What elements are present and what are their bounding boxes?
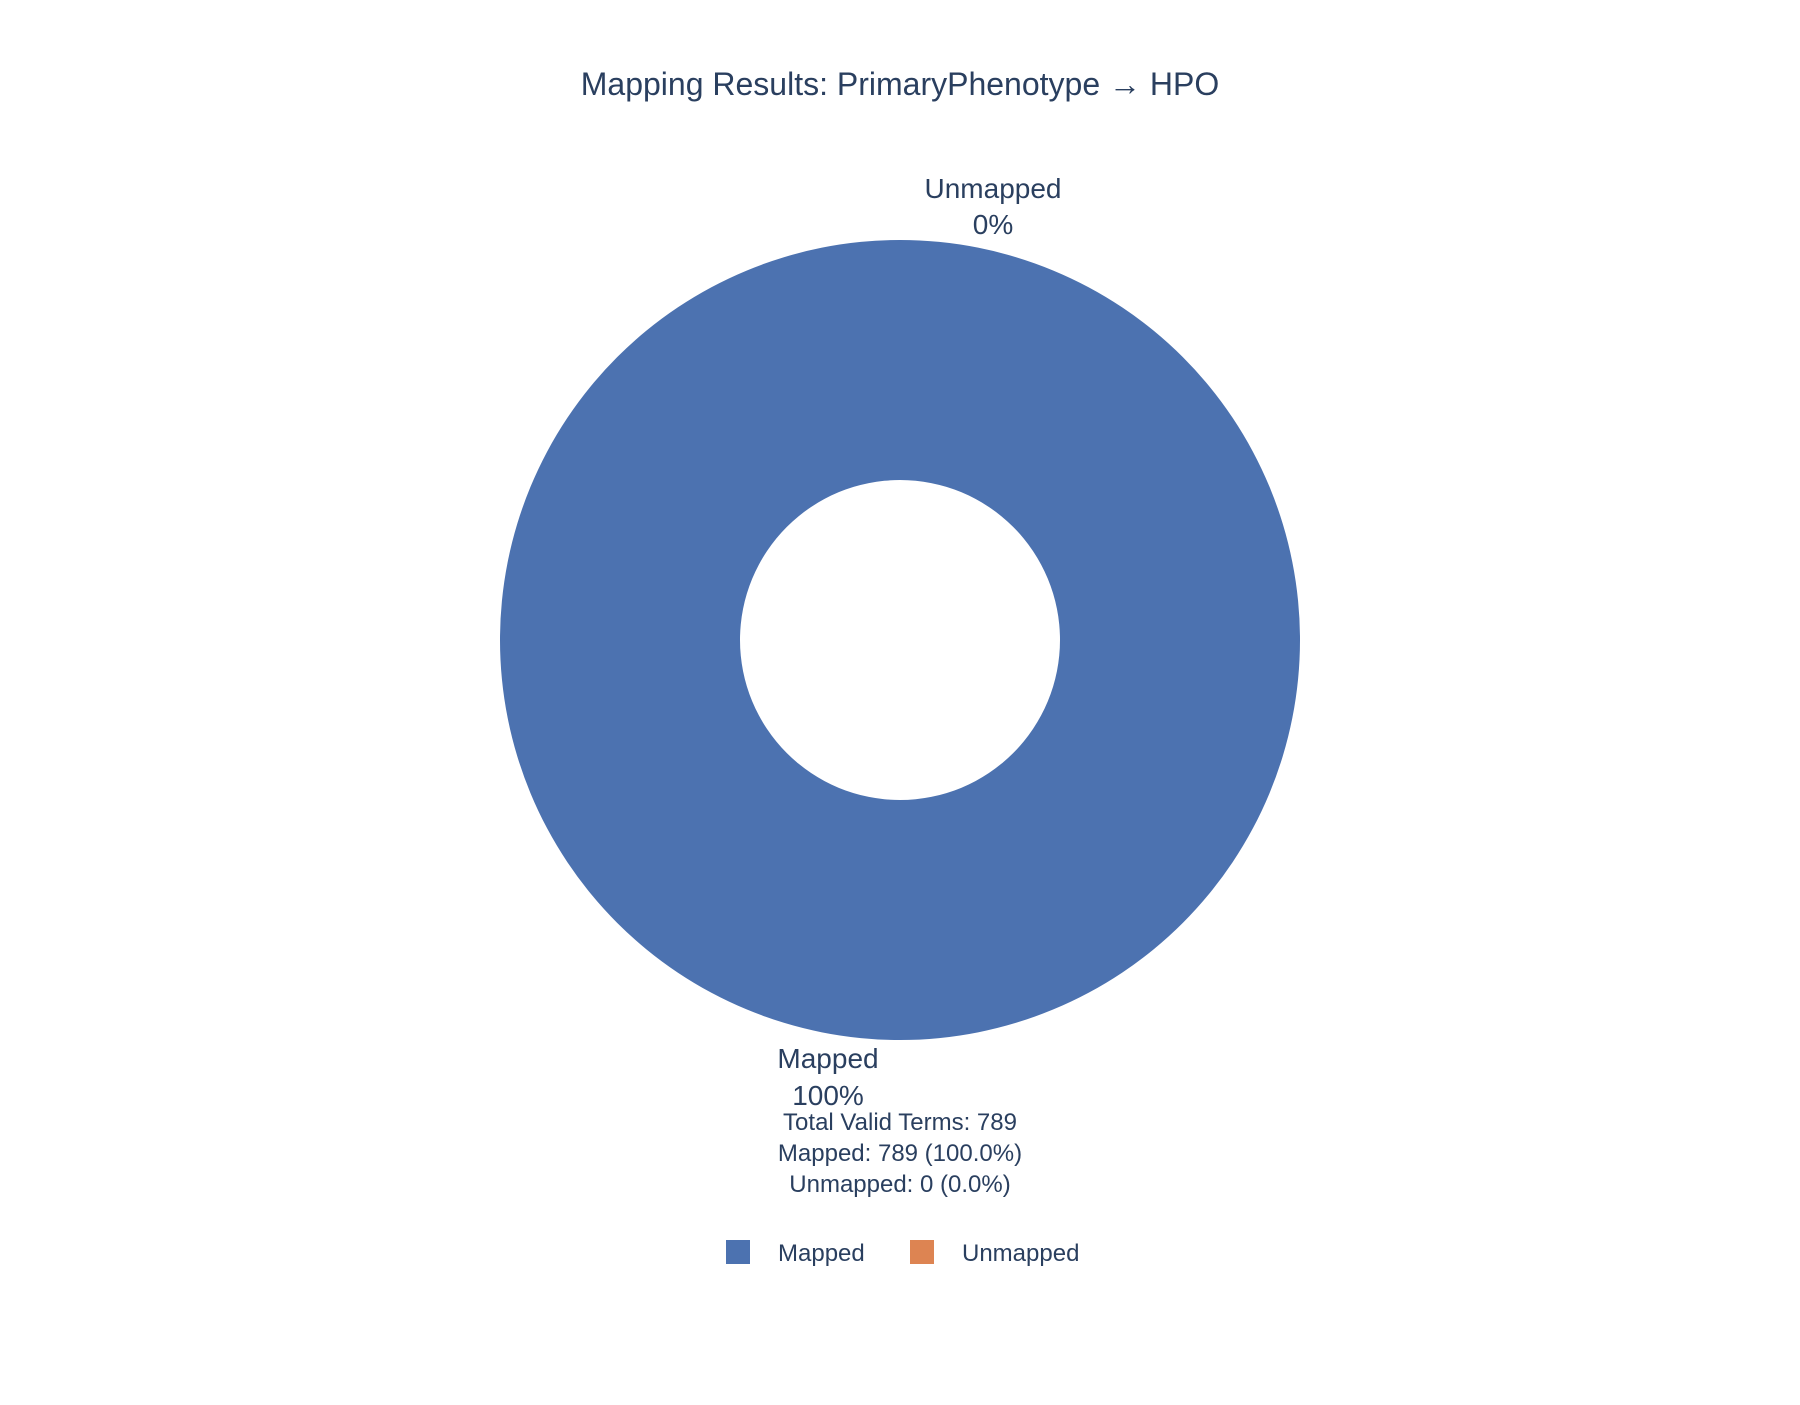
slice-label-unmapped: Unmapped — [925, 173, 1062, 204]
slice-mapped[interactable] — [500, 240, 1300, 1040]
legend-label-mapped: Mapped — [778, 1240, 865, 1267]
legend-item-mapped[interactable]: Mapped — [726, 1240, 865, 1267]
annotation-unmapped: Unmapped: 0 (0.0%) — [789, 1171, 1010, 1198]
legend-swatch-unmapped — [910, 1240, 934, 1264]
summary-annotation: Total Valid Terms: 789 Mapped: 789 (100.… — [778, 1109, 1022, 1198]
annotation-mapped: Mapped: 789 (100.0%) — [778, 1140, 1022, 1167]
legend: Mapped Unmapped — [726, 1240, 1079, 1267]
slice-percent-unmapped: 0% — [973, 209, 1013, 240]
slice-percent-mapped: 100% — [792, 1080, 864, 1111]
slice-labels-layer: Mapped 100% Unmapped 0% — [777, 173, 1061, 1111]
legend-label-unmapped: Unmapped — [962, 1240, 1079, 1267]
slice-label-mapped: Mapped — [777, 1043, 878, 1074]
chart-title: Mapping Results: PrimaryPhenotype → HPO — [581, 66, 1219, 102]
legend-swatch-mapped — [726, 1240, 750, 1264]
legend-item-unmapped[interactable]: Unmapped — [910, 1240, 1079, 1267]
annotation-total: Total Valid Terms: 789 — [783, 1109, 1017, 1136]
slices-layer — [500, 240, 1300, 1040]
